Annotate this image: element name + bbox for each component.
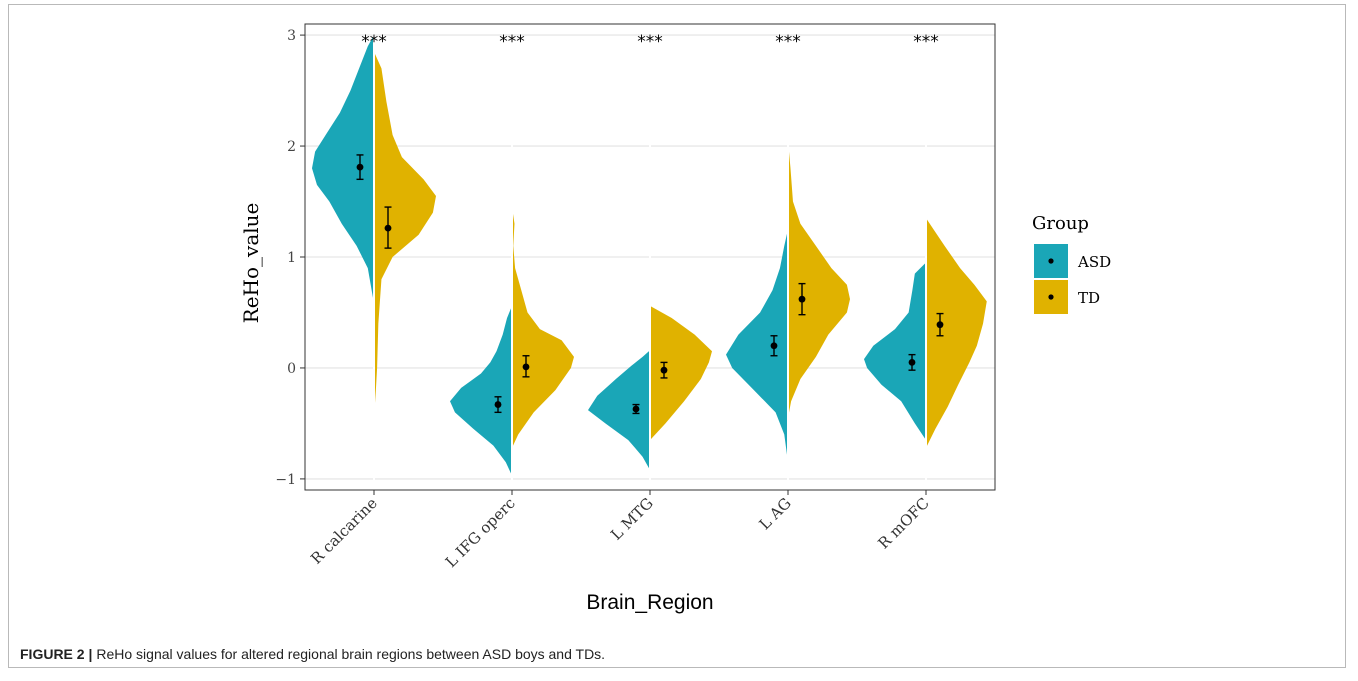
significance-label: *** <box>361 32 387 52</box>
x-tick-label: L IFG operc <box>442 494 519 571</box>
mean-point-td <box>798 295 806 303</box>
y-axis-title: ReHo_value <box>239 203 263 324</box>
violin-asd-2 <box>588 350 650 471</box>
violin-td-3 <box>788 140 850 418</box>
significance-label: *** <box>499 32 525 52</box>
x-tick-label: L MTG <box>607 494 657 544</box>
figure-label: FIGURE 2 | <box>20 646 93 662</box>
violin-td-0 <box>374 51 436 418</box>
mean-point-td <box>384 224 392 232</box>
figure-caption-text: ReHo signal values for altered regional … <box>96 646 606 662</box>
mean-point-td <box>936 321 944 329</box>
y-tick-label: 2 <box>287 139 296 155</box>
legend-label-td: TD <box>1078 289 1100 307</box>
x-tick-label: L AG <box>756 494 795 533</box>
violin-asd-3 <box>726 229 788 463</box>
mean-point-asd <box>632 405 640 413</box>
violin-td-4 <box>926 218 987 448</box>
y-tick-label: −1 <box>275 472 296 488</box>
violin-asd-4 <box>864 262 926 441</box>
legend-title: Group <box>1032 213 1089 234</box>
mean-point-asd <box>356 163 364 171</box>
legend: Group ASD TD <box>1032 213 1111 314</box>
x-tick-label: R mOFC <box>875 494 933 552</box>
violin-td-2 <box>650 305 712 441</box>
y-tick-label: 0 <box>287 361 296 377</box>
x-tick-label: R calcarine <box>307 494 381 568</box>
legend-label-asd: ASD <box>1077 253 1111 271</box>
legend-dot-td <box>1048 294 1054 300</box>
y-tick-label: 1 <box>287 250 296 266</box>
violin-asd-1 <box>450 305 512 476</box>
mean-point-asd <box>770 342 778 350</box>
mean-point-asd <box>494 401 502 408</box>
y-tick-label: 3 <box>287 28 296 44</box>
x-axis-title: Brain_Region <box>586 591 713 614</box>
mean-point-td <box>522 363 530 371</box>
significance-label: *** <box>913 32 939 52</box>
legend-dot-asd <box>1048 258 1054 264</box>
significance-label: *** <box>775 32 801 52</box>
mean-point-asd <box>908 359 916 366</box>
mean-point-td <box>660 366 668 374</box>
split-violin-chart: −1 0 1 2 3 *** *** *** *** *** R calcarine L IFG op… <box>239 23 1111 614</box>
significance-label: *** <box>637 32 663 52</box>
figure-caption: FIGURE 2 | ReHo signal values for altered… <box>20 646 1330 662</box>
violin-td-1 <box>512 207 574 448</box>
violin-asd-0 <box>312 35 374 304</box>
